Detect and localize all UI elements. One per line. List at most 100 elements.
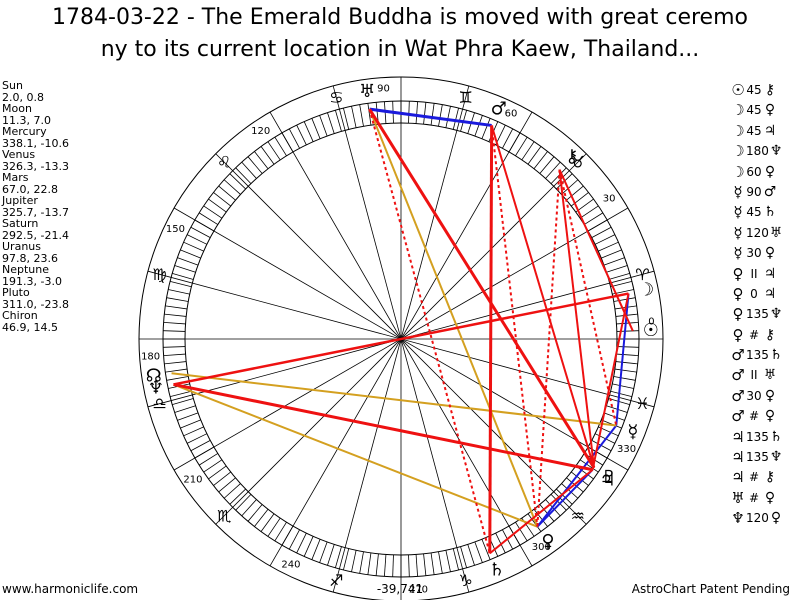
degree-tick: [550, 494, 567, 511]
degree-tick: [303, 536, 314, 557]
degree-tick: [165, 305, 188, 310]
degree-tick: [615, 361, 638, 365]
aspect-row: ♃ 135 ♆: [730, 447, 784, 467]
degree-tick: [274, 521, 287, 542]
degree-tick: [533, 508, 548, 527]
aspect-row: ☿ 30 ♀: [730, 243, 784, 263]
degree-tick: [165, 368, 188, 373]
degree-tick: [612, 383, 634, 389]
planet-name-saturn: Saturn: [2, 217, 39, 230]
aspect-angle: 135: [746, 450, 769, 465]
aspect-row: ♂ 135 ♄: [730, 345, 784, 365]
degree-tick: [610, 281, 633, 288]
degree-tick: [570, 471, 589, 486]
planet-name-chiron: Chiron: [2, 309, 38, 322]
planet-name-jupiter: Jupiter: [2, 194, 38, 207]
degree-tick: [186, 234, 208, 245]
degree-tick: [610, 390, 633, 397]
degree-tick: [502, 128, 514, 149]
website-link[interactable]: www.harmoniclife.com: [2, 582, 139, 596]
degree-tick: [229, 173, 246, 190]
degree-tick: [367, 552, 372, 575]
aspect-planet-b: ♆: [769, 449, 783, 466]
aspect-row: ♃ 135 ♄: [730, 427, 784, 447]
planet-name-uranus: Uranus: [2, 240, 41, 253]
aspect-planet-b: ♅: [763, 367, 777, 384]
zodiac-sign-icon: ♎: [152, 394, 166, 413]
aspect-row: ☽ 180 ♆: [730, 141, 784, 161]
degree-label-180: 180: [141, 352, 160, 363]
degree-tick: [296, 124, 307, 146]
degree-tick: [561, 483, 579, 499]
degree-tick: [606, 265, 628, 273]
sun-icon: ☉: [643, 320, 659, 341]
degree-tick: [423, 553, 427, 576]
degree-tick: [594, 234, 616, 245]
aspect-planet-a: ☿: [733, 182, 743, 201]
aspect-line: [536, 424, 618, 528]
aspect-line: [489, 468, 594, 555]
aspect-planet-b: ♀: [764, 102, 776, 119]
degree-tick: [163, 321, 186, 325]
degree-tick: [359, 551, 364, 574]
degree-tick: [198, 453, 219, 466]
aspect-angle: II: [750, 266, 758, 281]
chiron-icon: ⚷: [565, 146, 578, 167]
degree-tick: [460, 546, 467, 568]
aspect-row: ☿ 45 ♄: [730, 202, 784, 222]
mercury-icon: ☿: [627, 422, 638, 443]
degree-tick: [616, 353, 639, 357]
degree-label-90: 90: [377, 84, 390, 95]
degree-tick: [163, 353, 186, 357]
degree-tick: [177, 257, 199, 266]
aspect-line: [173, 382, 593, 472]
degree-tick: [319, 115, 328, 137]
degree-tick: [296, 532, 307, 554]
degree-tick: [164, 313, 187, 317]
aspect-planet-a: ☽: [731, 121, 745, 140]
aspect-planet-a: ♆: [731, 509, 745, 528]
aspect-row: ♅ # ♀: [730, 488, 784, 508]
zodiac-sign-icon: ♈: [635, 265, 649, 284]
neptune-icon: ♆: [148, 377, 164, 398]
aspect-planet-a: ♀: [732, 264, 744, 283]
degree-tick: [186, 433, 208, 444]
aspect-planet-a: ♂: [731, 366, 745, 385]
aspect-planet-a: ☉: [731, 81, 745, 99]
chart-title-line-2: ny to its current location in Wat Phra K…: [100, 37, 700, 62]
aspect-angle: 60: [746, 164, 762, 179]
degree-tick: [616, 346, 639, 348]
degree-tick: [539, 156, 555, 174]
planet-coords-uranus: 97.8, 23.6: [2, 251, 58, 265]
zodiac-sign-icon: ♐: [329, 571, 343, 590]
aspect-angle: 30: [746, 246, 762, 261]
degree-tick: [327, 544, 335, 566]
degree-tick: [174, 265, 196, 273]
degree-label-210: 210: [183, 474, 202, 485]
degree-label-270: 270: [409, 584, 428, 595]
aspect-line: [536, 469, 594, 528]
degree-tick: [166, 376, 189, 381]
planet-coords-moon: 11.3, 7.0: [2, 113, 51, 127]
degree-tick: [481, 118, 491, 139]
degree-tick: [438, 551, 443, 574]
aspect-line: [369, 107, 492, 127]
degree-tick: [319, 541, 328, 563]
degree-tick: [166, 297, 189, 302]
moon-icon: ☽: [638, 280, 654, 301]
degree-label-30: 30: [603, 194, 616, 205]
aspect-row: ☽ 45 ♃: [730, 121, 784, 141]
jupiter-icon: ♃: [599, 469, 615, 490]
degree-tick: [208, 465, 227, 480]
aspect-line: [368, 108, 491, 554]
degree-tick: [208, 198, 227, 213]
degree-tick: [327, 112, 335, 134]
degree-tick: [613, 376, 636, 381]
aspect-planet-b: ♆: [769, 306, 783, 323]
degree-tick: [254, 151, 269, 170]
degree-tick: [415, 554, 419, 577]
aspect-line: [591, 293, 630, 470]
degree-tick: [474, 115, 483, 137]
planet-coords-venus: 326.3, -13.3: [2, 159, 69, 173]
